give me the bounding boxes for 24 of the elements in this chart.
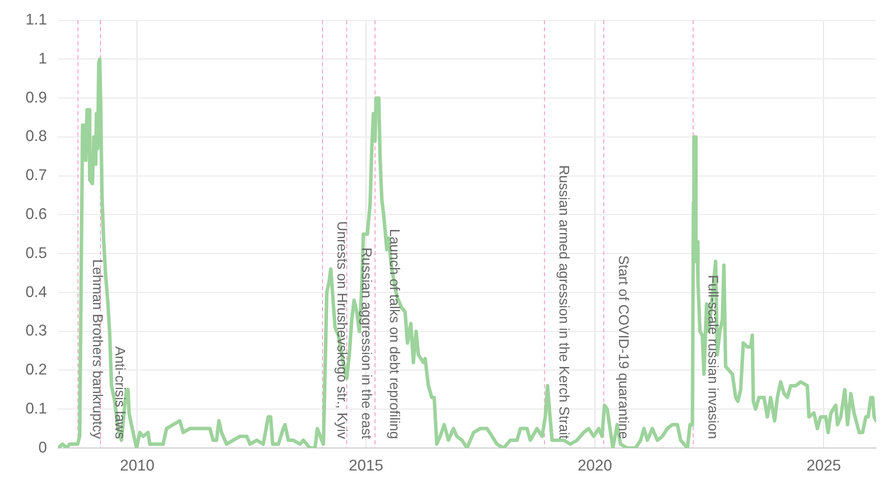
- y-tick-label: 1: [38, 50, 47, 68]
- y-tick-label: 0.2: [25, 362, 47, 379]
- y-tick-label: 0: [38, 439, 48, 456]
- ref-line-label: Lehman Brothers bankruptcy: [90, 259, 106, 439]
- y-tick-label: 0.5: [25, 244, 47, 262]
- y-tick-label: 0.1: [25, 400, 47, 418]
- x-tick-label: 2015: [348, 458, 384, 475]
- y-tick-label: 0.4: [25, 284, 48, 301]
- x-tick-label: 2025: [806, 458, 841, 475]
- y-tick-label: 0.3: [25, 322, 47, 340]
- ref-line-label: Start of COVID-19 quarantine: [616, 255, 632, 440]
- ref-line-label: Launch of talks on debt reprofiling: [387, 228, 404, 439]
- y-tick-label: 0.8: [25, 128, 47, 146]
- y-tick-label: 0.7: [25, 167, 47, 184]
- ref-line-label: Full-scale russian invasion: [705, 274, 722, 439]
- y-tick-label: 1.1: [25, 12, 47, 29]
- ref-line-label: Russian armed agression in the Kerch Strait: [556, 165, 573, 440]
- y-tick-label: 0.6: [25, 206, 47, 223]
- x-tick-label: 2010: [120, 458, 155, 475]
- ref-line-label: Anti-crisis laws: [112, 346, 129, 439]
- y-tick-label: 0.9: [25, 89, 47, 106]
- x-tick-label: 2020: [578, 458, 612, 475]
- ref-line-label: Russian aggression in the east: [358, 248, 375, 440]
- ref-line-label: Unrests on Hrushevskogo str., Kyiv: [334, 221, 351, 439]
